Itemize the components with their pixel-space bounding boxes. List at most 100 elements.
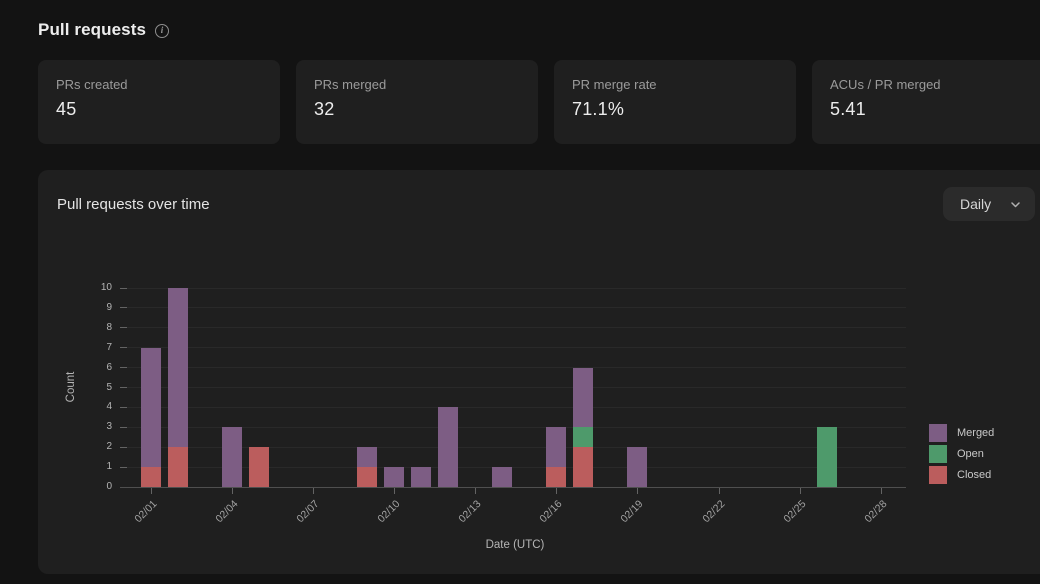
y-axis-tick-label: 5 [106, 381, 112, 393]
bar-segment-open[interactable] [573, 427, 594, 448]
bar-segment-merged[interactable] [546, 427, 567, 468]
x-axis-tick-label: 02/04 [213, 498, 241, 526]
gridline [120, 307, 906, 309]
bar-segment-merged[interactable] [383, 467, 404, 487]
y-axis-tick [120, 446, 127, 448]
gridline [120, 327, 906, 329]
x-axis-tick-label: 02/28 [862, 498, 890, 526]
legend-item-merged: Merged [929, 424, 994, 442]
x-axis-tick-label: 02/19 [618, 498, 646, 526]
bar-segment-open[interactable] [816, 427, 837, 487]
bar-segment-merged[interactable] [492, 467, 513, 487]
chevron-down-icon [1011, 201, 1020, 207]
stat-label: ACUs / PR merged [830, 77, 941, 92]
gridline [120, 347, 906, 349]
gridline [120, 406, 906, 408]
y-axis-tick-label: 9 [106, 301, 112, 313]
legend-swatch-open [929, 445, 947, 463]
chart-legend: Merged Open Closed [929, 424, 994, 487]
bar-segment-merged[interactable] [438, 407, 459, 487]
bar-segment-merged[interactable] [221, 427, 242, 487]
x-axis-tick [312, 488, 314, 494]
legend-item-open: Open [929, 445, 994, 463]
y-axis-tick-label: 1 [106, 461, 112, 473]
gridline [120, 446, 906, 448]
y-axis-tick [120, 327, 127, 329]
y-axis-tick [120, 287, 127, 289]
bar-chart-plot-area: 0 1 2 3 4 5 6 7 8 9 10 02/01 02/04 02/07 02/10 02/13 02/… [101, 282, 906, 525]
bar-segment-merged[interactable] [573, 367, 594, 428]
legend-label: Merged [957, 427, 995, 439]
info-icon[interactable]: i [155, 23, 170, 38]
y-axis-tick [120, 347, 127, 349]
gridline [120, 367, 906, 369]
x-axis-tick [150, 488, 152, 494]
stat-value: 5.41 [830, 99, 866, 119]
y-axis-tick-label: 4 [106, 401, 112, 413]
x-axis-title: Date (UTC) [485, 539, 545, 551]
y-axis-tick-label: 2 [106, 441, 112, 453]
stat-value: 32 [314, 99, 335, 119]
bar-segment-closed[interactable] [167, 447, 188, 487]
gridline [120, 287, 906, 289]
y-axis-tick-label: 8 [106, 321, 112, 333]
bar-segment-merged[interactable] [167, 288, 188, 448]
x-axis-tick [718, 488, 720, 494]
x-axis-tick [393, 488, 395, 494]
stat-label: PR merge rate [572, 77, 657, 92]
x-axis-tick [556, 488, 558, 494]
x-axis-tick-label: 02/25 [781, 498, 809, 526]
y-axis-tick [120, 406, 127, 408]
stat-label: PRs created [56, 77, 128, 92]
legend-item-closed: Closed [929, 466, 994, 484]
x-axis-tick [637, 488, 639, 494]
y-axis-tick [120, 387, 127, 388]
x-axis-tick-label: 02/13 [456, 498, 484, 526]
x-axis-line [120, 487, 906, 488]
legend-swatch-merged [929, 424, 947, 442]
bar-segment-closed[interactable] [140, 467, 161, 487]
bar-segment-merged[interactable] [140, 347, 161, 468]
page-header: Pull requests i [38, 20, 170, 40]
chart-title: Pull requests over time [57, 196, 210, 213]
y-axis-tick [120, 367, 127, 369]
y-axis-tick-label: 3 [106, 421, 112, 433]
x-axis-tick-label: 02/01 [131, 498, 159, 526]
gridline [120, 466, 906, 468]
bar-segment-closed[interactable] [356, 467, 377, 487]
legend-label: Open [957, 448, 984, 460]
y-axis-tick-label: 6 [106, 361, 112, 373]
legend-swatch-closed [929, 466, 947, 484]
bar-segment-merged[interactable] [627, 447, 648, 487]
y-axis-tick [120, 307, 127, 309]
x-axis-tick-label: 02/10 [375, 498, 403, 526]
bar-segment-closed[interactable] [546, 467, 567, 487]
y-axis-tick-label: 0 [106, 481, 112, 492]
x-axis-tick [475, 488, 477, 494]
x-axis-tick-label: 02/07 [294, 498, 322, 526]
bar-segment-closed[interactable] [573, 447, 594, 487]
interval-select[interactable]: Daily [943, 187, 1035, 221]
interval-select-value: Daily [960, 196, 992, 212]
gridline [120, 426, 906, 428]
bar-segment-merged[interactable] [411, 467, 431, 487]
y-axis-tick-label: 10 [100, 282, 112, 293]
stat-card-pr-merge-rate: PR merge rate 71.1% [554, 60, 796, 144]
pull-requests-over-time-card: Pull requests over time Daily Count Date… [38, 170, 1040, 574]
page-title: Pull requests [38, 20, 147, 39]
bar-segment-closed[interactable] [248, 447, 269, 487]
x-axis-tick [231, 488, 233, 494]
stat-label: PRs merged [314, 77, 387, 92]
stat-card-prs-created: PRs created 45 [38, 60, 280, 144]
stat-card-prs-merged: PRs merged 32 [296, 60, 538, 144]
x-axis-tick-label: 02/22 [699, 498, 728, 526]
x-axis-tick [799, 488, 801, 494]
y-axis-tick [120, 426, 127, 428]
y-axis-tick [120, 466, 127, 468]
stat-value: 71.1% [572, 99, 625, 119]
legend-label: Closed [957, 469, 992, 481]
y-axis-tick-label: 7 [106, 341, 112, 353]
bar-segment-merged[interactable] [356, 447, 377, 468]
stat-value: 45 [56, 99, 77, 119]
